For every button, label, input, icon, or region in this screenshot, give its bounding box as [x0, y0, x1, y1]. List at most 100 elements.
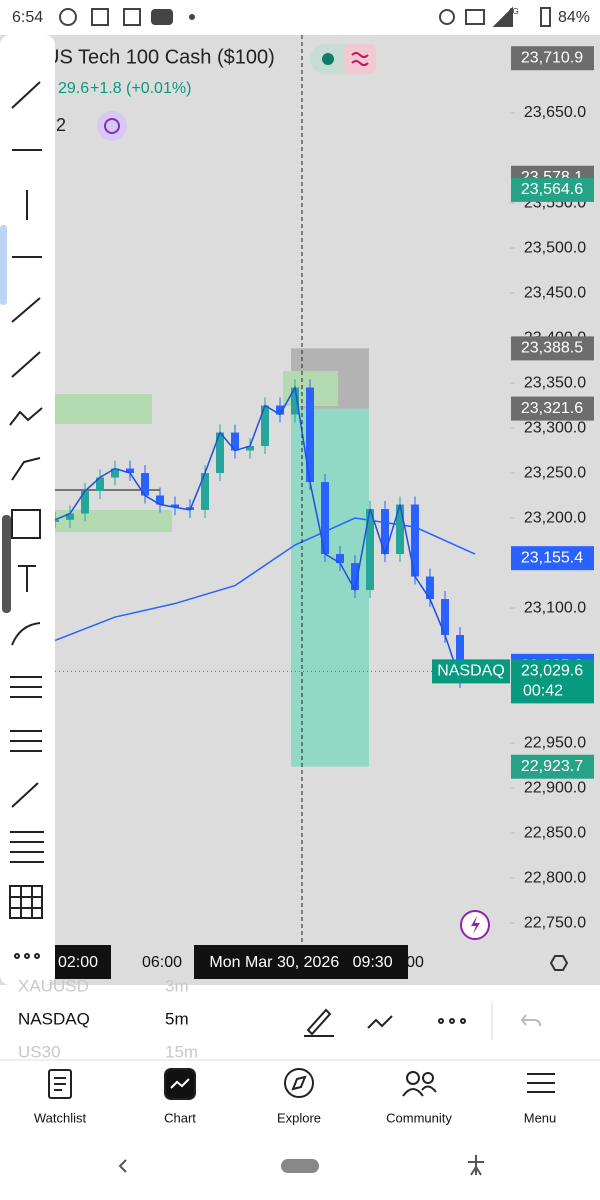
status-icons [59, 6, 551, 27]
candle [141, 473, 149, 496]
replay-icon [104, 118, 120, 134]
time-label: 06:00 [142, 954, 182, 971]
battery: 84% [558, 9, 590, 26]
candle [216, 432, 224, 474]
candle [201, 473, 209, 510]
wave-icon [351, 52, 369, 66]
last-price: 29.6 [58, 80, 89, 97]
nav-label[interactable]: Menu [524, 1110, 557, 1125]
price-label: 23,450.0 [524, 284, 586, 301]
network: 4G [508, 7, 519, 16]
symbol[interactable]: US30 [18, 1042, 61, 1061]
price-badge [511, 396, 594, 421]
plot: 23,650.023,550.023,500.023,450.023,400.0… [51, 35, 594, 945]
candle [321, 482, 329, 555]
home-button[interactable] [281, 1159, 319, 1173]
candle [291, 387, 299, 415]
price-badge [511, 336, 594, 361]
candle [66, 513, 74, 520]
badge-label: 23,029.6 [521, 663, 583, 680]
interval: 15m [165, 1042, 198, 1061]
badge-label: 23,710.9 [521, 49, 583, 66]
replay-button[interactable] [97, 111, 127, 141]
price-label: 22,800.0 [524, 869, 586, 886]
badge-label: 22,923.7 [521, 758, 583, 775]
crosshair-label: Mon Mar 30, 2026 09:30 [209, 954, 392, 971]
candle [261, 405, 269, 447]
candle [81, 491, 89, 514]
price-change: +1.8 (+0.01%) [90, 80, 191, 97]
nav-icons [48, 1068, 555, 1100]
interval: 5m [165, 1009, 189, 1028]
candle [426, 576, 434, 600]
tool-icons[interactable] [9, 81, 44, 959]
badge-label: 23,155.4 [521, 549, 583, 566]
price-label: 23,250.0 [524, 464, 586, 481]
candle [336, 554, 344, 564]
symbol[interactable]: XAUUSD [18, 976, 89, 995]
candle [246, 446, 254, 451]
candle [456, 635, 464, 681]
candle [96, 477, 104, 492]
symbol-tag-label: NASDAQ [437, 663, 505, 680]
price-label: 23,100.0 [524, 599, 586, 616]
status-bar [0, 0, 600, 35]
price-label: 23,300.0 [524, 419, 586, 436]
time-highlight [55, 945, 111, 979]
candle [366, 509, 374, 591]
candle [156, 495, 164, 505]
candle [381, 509, 389, 555]
short-ma [54, 385, 461, 681]
time-label: 00 [406, 954, 424, 971]
price-label: 23,200.0 [524, 509, 586, 526]
time-label: 02:00 [58, 954, 98, 971]
price-label: 23,650.0 [524, 104, 586, 121]
panel-actions[interactable] [304, 1008, 541, 1037]
wave-button[interactable] [344, 44, 376, 74]
status-dot [322, 53, 334, 65]
price-badge [511, 177, 594, 202]
candle [306, 387, 314, 483]
candle [411, 504, 419, 577]
nav-label[interactable]: Community [386, 1110, 452, 1125]
price-label: 22,850.0 [524, 824, 586, 841]
countdown: 00:42 [523, 683, 563, 700]
price-badge [511, 546, 594, 571]
candle [111, 468, 119, 478]
candle [126, 468, 134, 474]
nav-label[interactable]: Explore [277, 1110, 321, 1125]
badge-label: 23,321.6 [521, 400, 583, 417]
price-label: 22,750.0 [524, 914, 586, 931]
zone [55, 510, 172, 532]
nav-label[interactable]: Chart [164, 1110, 196, 1125]
symbol-panel [0, 985, 600, 1060]
crosshair-time [194, 945, 408, 979]
accessibility-button[interactable] [468, 1155, 484, 1176]
zone [55, 394, 152, 424]
symbol[interactable]: NASDAQ [18, 1009, 90, 1028]
lightning-icon [471, 916, 480, 934]
symbol-title: US Tech 100 Cash ($100) [45, 46, 275, 68]
toolbar-handle [2, 515, 11, 613]
nav-label[interactable]: Watchlist [34, 1110, 87, 1125]
candle [441, 599, 449, 636]
settings-icon[interactable] [549, 955, 569, 971]
candle [351, 563, 359, 591]
interval: 3m [165, 976, 189, 995]
price-label: 23,350.0 [524, 374, 586, 391]
price-label: 22,900.0 [524, 779, 586, 796]
symbol-tag [432, 659, 510, 684]
clock: 6:54 [12, 9, 43, 26]
candle [171, 504, 179, 508]
back-button[interactable] [118, 1159, 127, 1173]
price-badge [511, 46, 594, 71]
candle [276, 405, 284, 415]
price-badge [511, 754, 594, 779]
candle [231, 432, 239, 451]
badge-label: 23,564.6 [521, 181, 583, 198]
candle [396, 504, 404, 555]
price-label: 22,950.0 [524, 734, 586, 751]
price-label: 23,500.0 [524, 239, 586, 256]
